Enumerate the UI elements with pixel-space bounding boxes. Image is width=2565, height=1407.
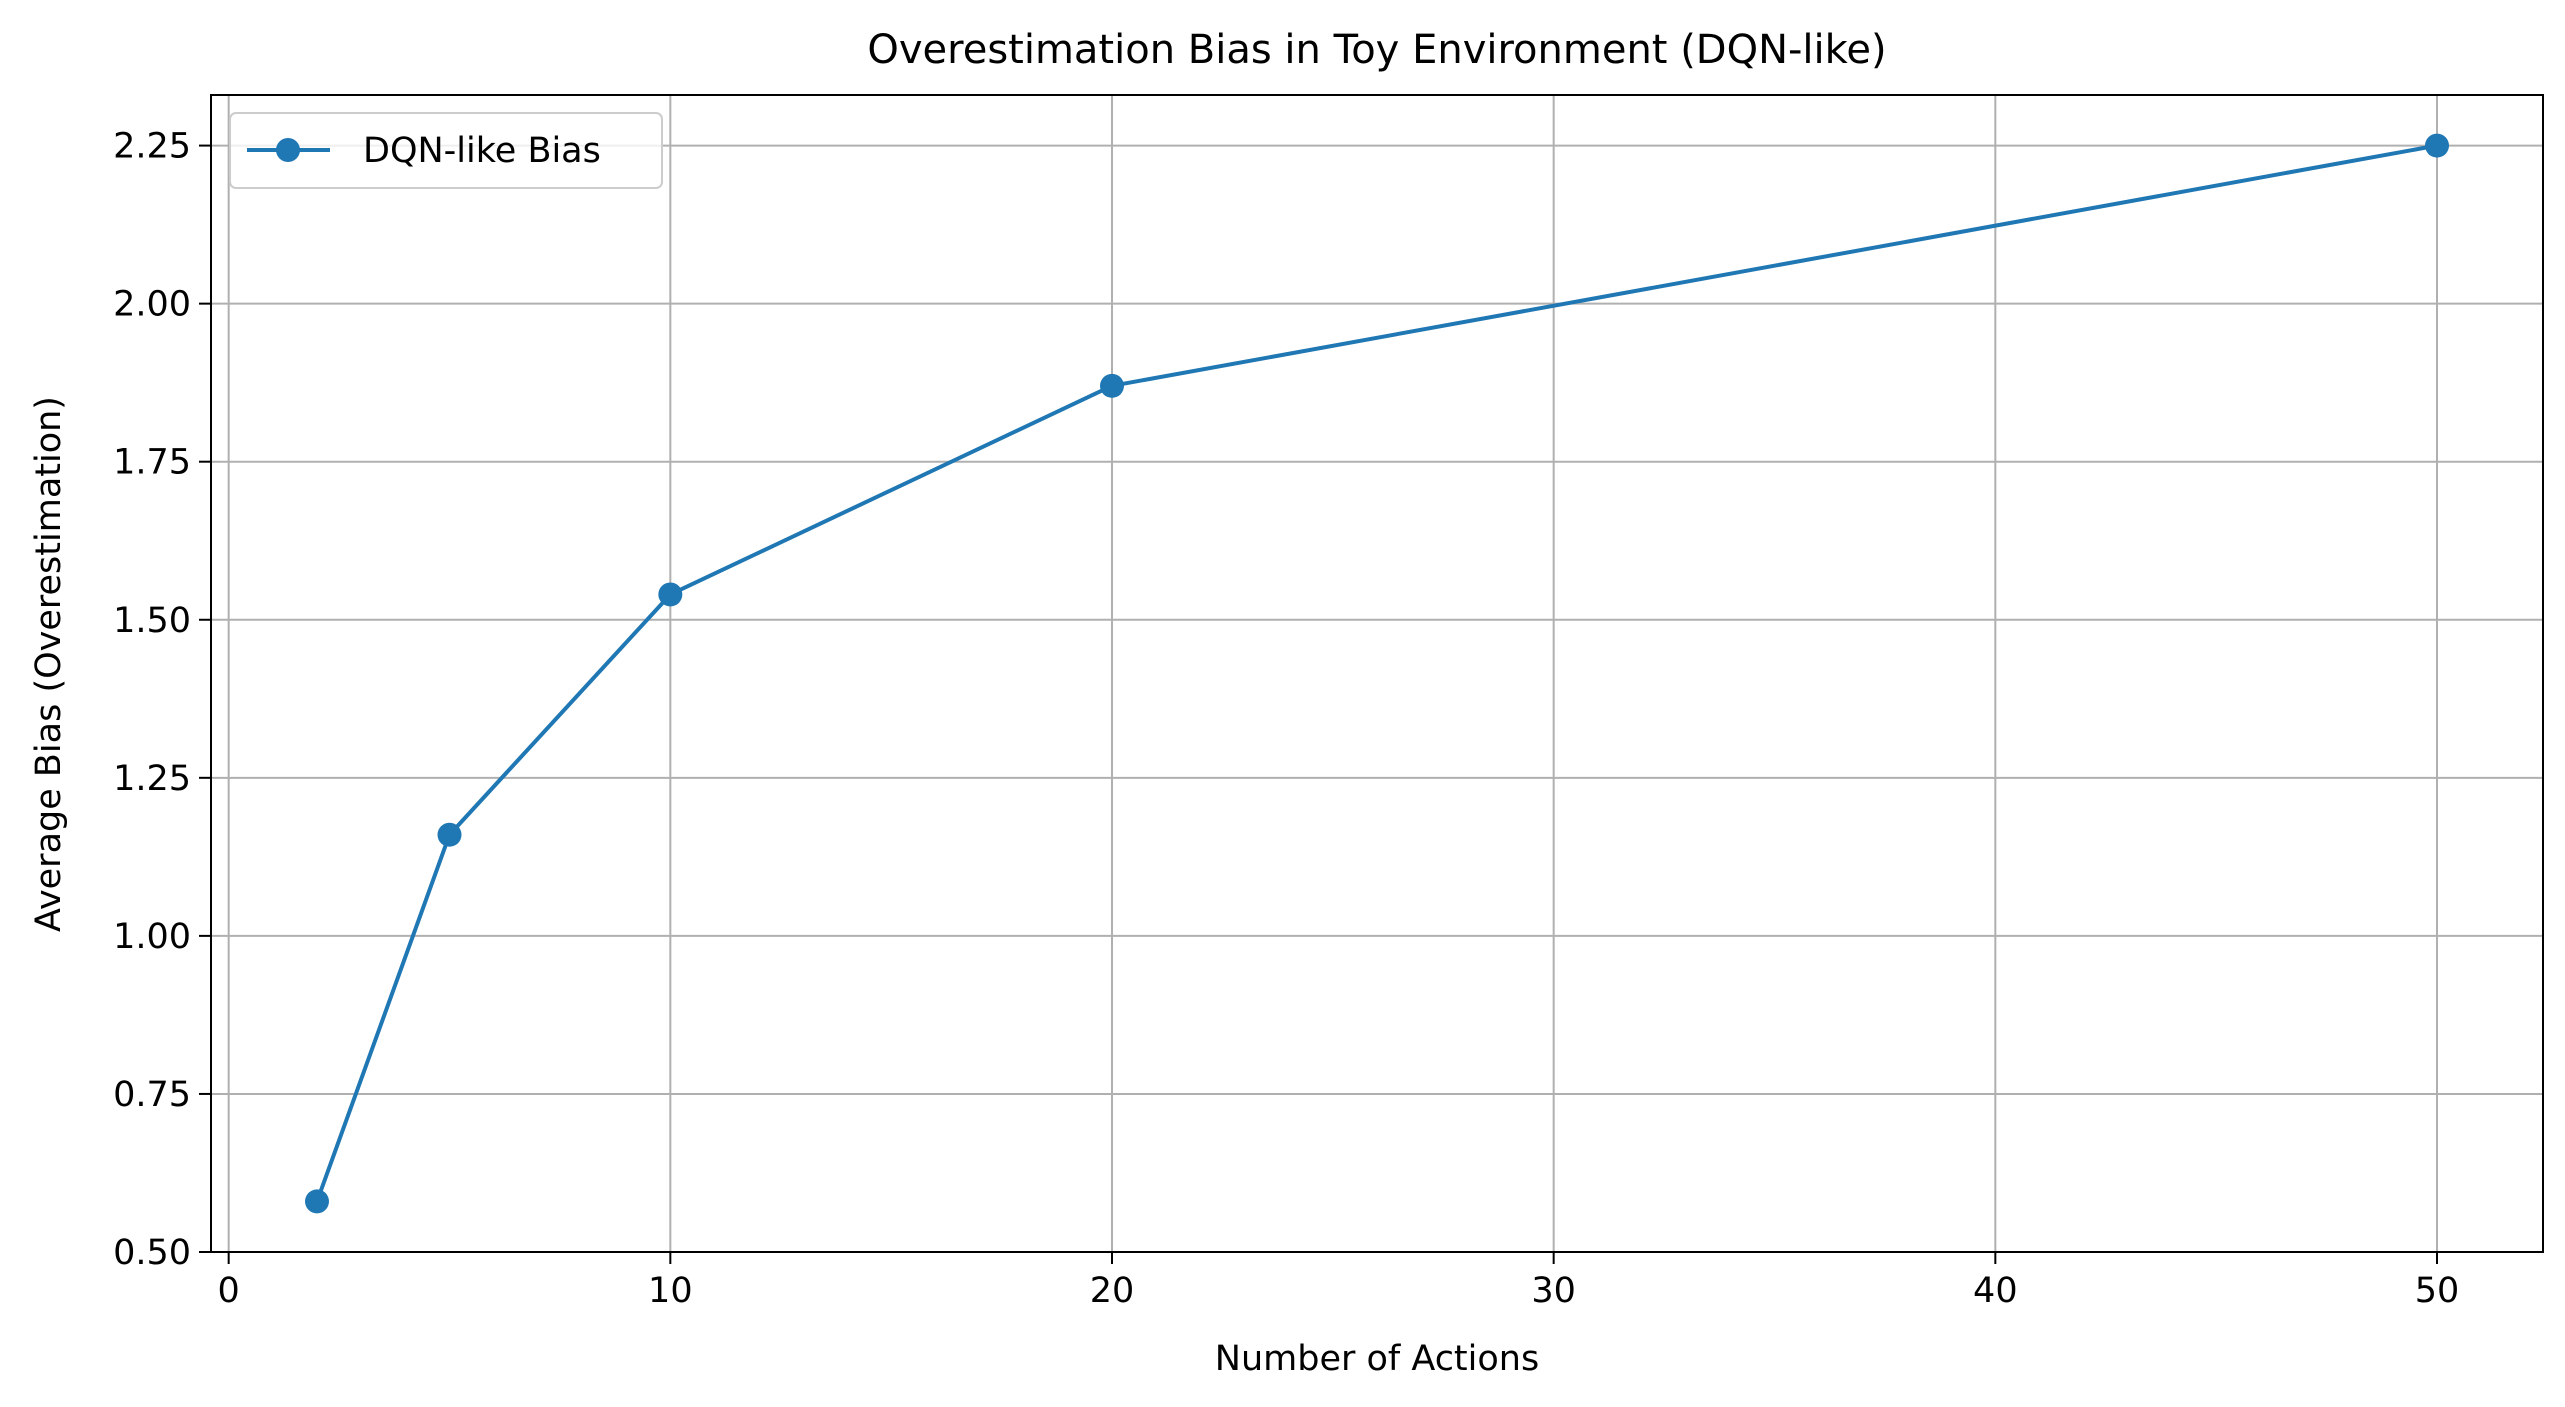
y-tick-label: 2.00 [113, 285, 191, 325]
x-tick-label: 10 [648, 1271, 693, 1311]
plot-frame [210, 94, 2544, 1253]
y-tick-label: 2.25 [113, 127, 191, 167]
data-point [2425, 133, 2449, 158]
y-tick-label: 1.25 [113, 759, 191, 799]
y-tick-label: 0.75 [113, 1075, 191, 1115]
x-tick-label: 0 [218, 1271, 240, 1311]
x-tick-label: 30 [1531, 1271, 1576, 1311]
data-point [1100, 373, 1124, 398]
axes: 0 10 20 30 40 50 0.50 0.75 1.00 1.25 1.50 1.75 2.00 2… [113, 94, 2544, 1311]
x-axis-label: Number of Actions [1215, 1339, 1539, 1379]
legend-label: DQN-like Bias [363, 131, 601, 171]
x-tick-label: 40 [1973, 1271, 2018, 1311]
data-series [305, 133, 2449, 1214]
legend-marker [276, 138, 300, 162]
y-tick-label: 1.75 [113, 443, 191, 483]
legend: DQN-like Bias [229, 112, 663, 189]
grid-lines [211, 95, 2543, 1253]
y-tick-label: 1.00 [113, 917, 191, 957]
legend-box [229, 112, 663, 189]
data-point [437, 822, 462, 847]
chart-title: Overestimation Bias in Toy Environment (… [867, 27, 1886, 73]
y-axis-label: Average Bias (Overestimation) [29, 396, 69, 932]
y-tick-label: 0.50 [113, 1233, 191, 1273]
data-point [305, 1189, 329, 1214]
y-tick-label: 1.50 [113, 601, 191, 641]
x-tick-label: 20 [1090, 1271, 1135, 1311]
x-tick-label: 50 [2415, 1271, 2460, 1311]
data-point [658, 582, 683, 607]
